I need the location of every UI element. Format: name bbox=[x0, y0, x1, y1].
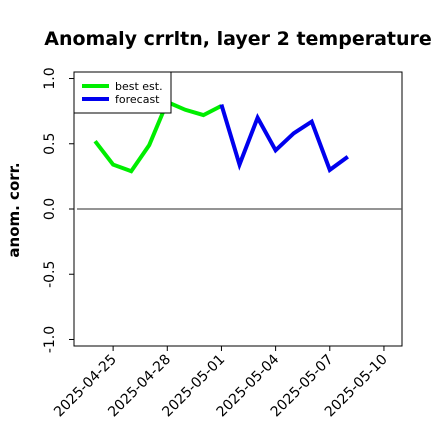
y-tick-label: 0.0 bbox=[42, 198, 58, 220]
series-line-forecast bbox=[219, 104, 349, 174]
y-tick-label: -1.0 bbox=[42, 326, 58, 353]
legend-label: best est. bbox=[115, 80, 163, 93]
chart-title: Anomaly crrltn, layer 2 temperature bbox=[44, 28, 432, 50]
plot-area: -1.0-0.50.00.51.02025-04-252025-04-28202… bbox=[42, 67, 403, 420]
y-tick-label: 1.0 bbox=[42, 67, 58, 89]
legend: best est.forecast bbox=[73, 71, 172, 114]
series-line-best-est bbox=[93, 99, 223, 174]
y-tick-label: 0.5 bbox=[42, 133, 58, 155]
y-axis-label: anom. corr. bbox=[5, 162, 23, 257]
y-tick-label: -0.5 bbox=[42, 261, 58, 288]
legend-label: forecast bbox=[115, 93, 160, 106]
legend-box bbox=[73, 71, 172, 114]
